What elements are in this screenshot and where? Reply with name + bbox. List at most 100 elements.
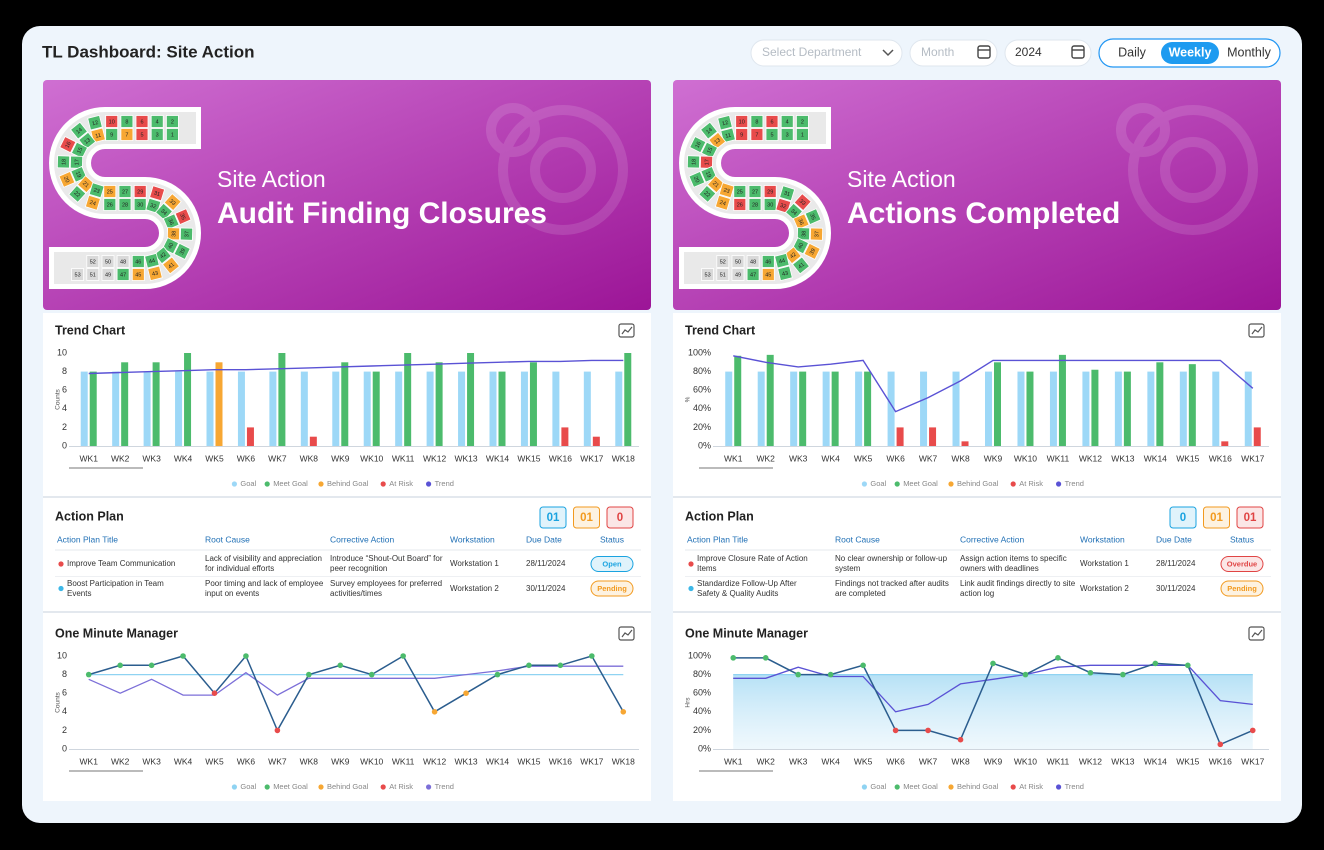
board-cell: 51 xyxy=(86,268,100,281)
board-cell: 38 xyxy=(166,227,181,241)
department-select[interactable] xyxy=(750,39,903,67)
status-point xyxy=(148,662,155,669)
x-tick-label: WK13 xyxy=(1111,756,1134,766)
board-cell-bg xyxy=(761,268,775,281)
board-cell: 28 xyxy=(118,198,132,211)
x-tick-label: WK11 xyxy=(1047,756,1070,766)
legend-label: Behind Goal xyxy=(327,479,369,488)
view-option[interactable]: Daily xyxy=(1118,45,1147,59)
x-tick-label: WK14 xyxy=(486,756,509,766)
board-cell: 3 xyxy=(150,128,164,141)
legend-swatch xyxy=(1056,784,1062,790)
board-cell: 22 xyxy=(68,184,87,203)
x-tick-label: WK5 xyxy=(205,756,224,766)
status-bar xyxy=(1123,371,1131,446)
board-cell: 26 xyxy=(103,198,117,211)
board-cell-bg xyxy=(84,194,101,211)
board-cell-number: 35 xyxy=(808,213,816,221)
status-bar xyxy=(121,362,129,446)
x-tick-label: WK11 xyxy=(392,453,415,463)
legend-label: At Risk xyxy=(1019,782,1043,791)
board-cell: 38 xyxy=(796,227,811,241)
table-cell: Introduce “Shout-Out Board” for peer rec… xyxy=(330,554,443,573)
chevron-icon xyxy=(882,49,894,57)
board-cell: 48 xyxy=(746,255,760,268)
x-tick-label: WK6 xyxy=(237,756,256,766)
board-cell: 35 xyxy=(804,208,822,226)
table-cell-box: 28/11/2024 xyxy=(526,559,565,568)
table-cell: Boost Participation in Team Events xyxy=(67,578,164,598)
goal-bar xyxy=(206,371,214,446)
legend-swatch xyxy=(426,481,432,487)
banner-decoration xyxy=(486,103,628,235)
board-cell: 14 xyxy=(70,121,88,140)
board-cell-number: 51 xyxy=(720,272,726,278)
board-cell-bg xyxy=(165,128,179,141)
board-cell-number: 46 xyxy=(765,259,771,265)
status-bar xyxy=(1026,371,1034,446)
y-tick-label: 0 xyxy=(62,743,67,753)
board-cell: 24 xyxy=(84,194,101,211)
board-cell-bg xyxy=(147,265,163,282)
board-cell-number: 27 xyxy=(752,189,758,195)
status-point xyxy=(827,671,834,678)
table-cell: Survey employees for preferred activitie… xyxy=(330,578,443,598)
board-cell-number: 19 xyxy=(74,171,82,179)
board-cell-number: 49 xyxy=(105,272,111,278)
board-cell-bg xyxy=(120,128,134,141)
board-cell-bg xyxy=(748,185,762,198)
table-cell-box: Poor timing and lack of employee input o… xyxy=(205,579,323,598)
board-cell-bg xyxy=(733,185,747,198)
x-tick-label: WK9 xyxy=(331,756,350,766)
board-cell-number: 39 xyxy=(179,248,187,256)
x-tick-label: WK5 xyxy=(854,756,873,766)
board-cell-number: 28 xyxy=(752,202,758,208)
view-option[interactable]: Monthly xyxy=(1227,45,1272,59)
board-cell-number: 43 xyxy=(152,271,159,278)
status-point xyxy=(762,655,769,661)
board-cell: 46 xyxy=(131,255,145,268)
table-cell: Link audit findings directly to site act… xyxy=(960,578,1076,598)
board-cell-bg xyxy=(780,115,794,128)
board-cell-bg xyxy=(116,255,130,268)
status-bar xyxy=(184,353,192,446)
board-cell-bg xyxy=(731,268,745,281)
legend-label: Meet Goal xyxy=(273,782,308,791)
y-tick-label: 80% xyxy=(693,366,711,376)
banner-kicker: Site Action xyxy=(847,166,956,192)
x-tick-label: WK6 xyxy=(886,453,905,463)
status-bar xyxy=(624,353,632,446)
y-tick-label: 40% xyxy=(693,706,711,716)
y-tick-label: 10 xyxy=(57,347,67,357)
board-cell-number: 21 xyxy=(711,181,720,190)
board-cell: 27 xyxy=(748,185,762,198)
board-cell-bg xyxy=(780,128,794,141)
board-cell: 43 xyxy=(777,265,793,282)
month-select[interactable] xyxy=(909,39,998,67)
y-tick-label: 20% xyxy=(693,725,711,735)
board-cell-number: 18 xyxy=(691,159,697,165)
legend-label: At Risk xyxy=(1019,479,1043,488)
row-dot xyxy=(58,561,64,567)
legend-swatch xyxy=(1010,481,1016,487)
table-cell: Workstation 1 xyxy=(450,559,499,568)
x-tick-label: WK7 xyxy=(919,453,938,463)
x-tick-label: WK6 xyxy=(886,756,905,766)
view-option[interactable]: Weekly xyxy=(1169,45,1212,59)
board-cell-bg xyxy=(796,227,811,241)
goal-bar xyxy=(952,371,960,446)
chart-title: One Minute Manager xyxy=(55,626,178,640)
legend-swatch xyxy=(1056,481,1062,487)
y-tick-label: 8 xyxy=(62,669,67,679)
board-cell-number: 44 xyxy=(148,258,155,265)
status-bar xyxy=(831,371,839,446)
board-cell-bg xyxy=(792,213,810,231)
board-cell: 14 xyxy=(700,121,718,140)
board-cell-number: 27 xyxy=(122,189,128,195)
x-tick-label: WK5 xyxy=(854,453,873,463)
board-cell-number: 22 xyxy=(702,190,711,199)
calendar-icon xyxy=(977,45,991,59)
board-cell-number: 37 xyxy=(814,231,820,237)
year-select[interactable] xyxy=(1004,39,1092,67)
